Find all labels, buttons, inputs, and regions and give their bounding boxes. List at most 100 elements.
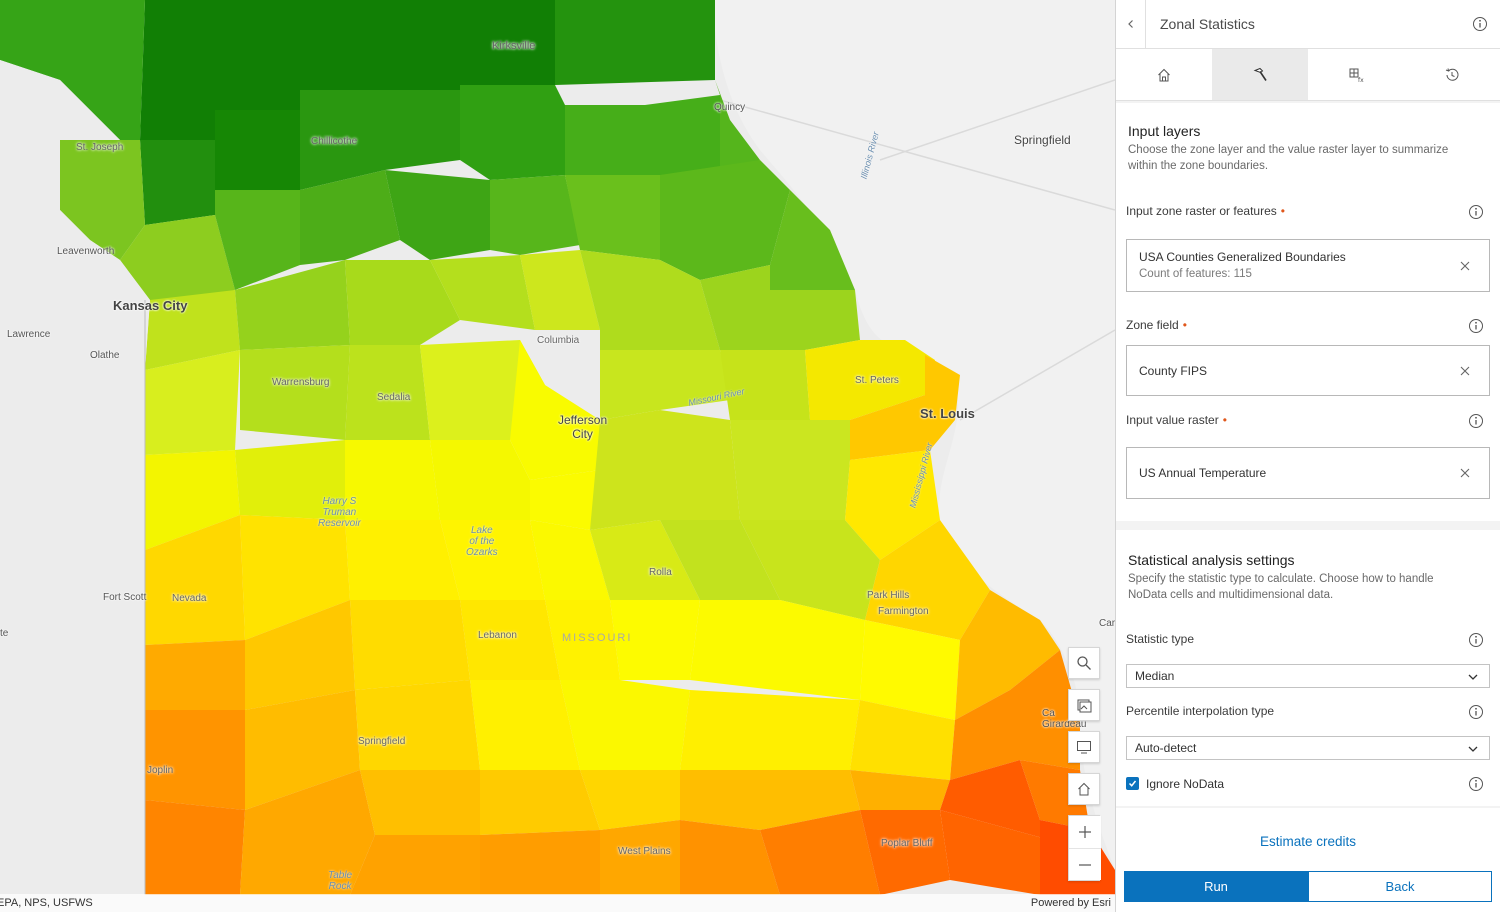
input-layers-description: Choose the zone layer and the value rast… [1128, 144, 1449, 172]
info-icon[interactable] [1468, 632, 1484, 648]
home-button[interactable] [1068, 773, 1100, 805]
basemap-button[interactable] [1068, 689, 1100, 721]
run-button[interactable]: Run [1124, 871, 1308, 902]
chevron-down-icon [1468, 746, 1478, 752]
panel-tabs: fx [1116, 49, 1500, 101]
label-lake-ozarks: Lake of the Ozarks [466, 525, 498, 558]
tab-raster-functions[interactable]: fx [1308, 49, 1404, 100]
label-table-rock: Table Rock [328, 870, 353, 892]
hammer-icon [1253, 67, 1267, 81]
required-indicator: • [1182, 318, 1187, 332]
info-icon[interactable] [1468, 204, 1484, 220]
label-farmington: Farmington [878, 606, 929, 617]
label-kirksville: Kirksville [492, 40, 536, 52]
attribution-sources[interactable]: EPA, NPS, USFWS [0, 897, 93, 909]
zone-input-label-text: Input zone raster or features [1126, 204, 1277, 218]
label-harry-s-truman: Harry S Truman Reservoir [318, 496, 361, 529]
label-rolla: Rolla [649, 567, 672, 578]
label-missouri: MISSOURI [562, 632, 633, 644]
zone-field-label: Zone field • [1126, 318, 1187, 332]
value-raster-label-text: Input value raster [1126, 413, 1219, 427]
percentile-interpolation-value: Auto-detect [1135, 741, 1197, 755]
search-icon [1077, 656, 1091, 670]
info-icon[interactable] [1468, 318, 1484, 334]
percentile-interpolation-label: Percentile interpolation type [1126, 704, 1275, 718]
label-car: Car [1099, 618, 1115, 629]
info-icon[interactable] [1468, 704, 1484, 720]
statistic-type-label: Statistic type [1126, 632, 1195, 646]
input-layers-section: Input layers Choose the zone layer and t… [1116, 103, 1500, 521]
panel-header: Zonal Statistics [1116, 0, 1500, 49]
ignore-nodata-checkbox[interactable] [1126, 777, 1139, 790]
label-st-peters: St. Peters [855, 375, 899, 386]
panel-info-button[interactable] [1460, 16, 1500, 32]
zoom-out-icon [1079, 863, 1091, 866]
label-nevada: Nevada [172, 593, 207, 604]
chevron-down-icon [1468, 674, 1478, 680]
required-indicator: • [1280, 204, 1285, 218]
label-jefferson-city: Jefferson City [558, 413, 608, 441]
choropleth-map[interactable] [0, 0, 1115, 912]
zonal-statistics-panel: Zonal Statistics fx Input layers Choose … [1115, 0, 1500, 912]
tab-tools[interactable] [1212, 49, 1308, 100]
chevron-left-icon [1127, 20, 1133, 28]
input-layers-title: Input layers [1128, 123, 1201, 139]
check-icon [1128, 780, 1137, 787]
label-springfield-il: Springfield [1014, 133, 1071, 147]
fullscreen-button[interactable] [1068, 731, 1100, 763]
tab-home[interactable] [1116, 49, 1212, 100]
zone-input-tile[interactable]: USA Counties Generalized Boundaries Coun… [1126, 239, 1490, 292]
close-icon[interactable] [1459, 260, 1471, 272]
panel-back-button[interactable] [1116, 0, 1146, 49]
label-cape-girardeau: Ca Girardeau [1042, 708, 1087, 730]
label-quincy: Quincy [714, 102, 746, 113]
zone-field-value: County FIPS [1139, 364, 1208, 378]
statistical-settings-section: Statistical analysis settings Specify th… [1116, 530, 1500, 806]
close-icon[interactable] [1459, 365, 1471, 377]
map-view[interactable]: Kirksville Quincy Springfield St. Joseph… [0, 0, 1115, 912]
ignore-nodata-label[interactable]: Ignore NoData [1146, 777, 1225, 791]
history-icon [1445, 67, 1459, 81]
raster-function-icon: fx [1349, 68, 1364, 83]
label-columbia: Columbia [537, 335, 580, 346]
statistic-type-select[interactable]: Median [1126, 664, 1490, 688]
info-icon[interactable] [1468, 413, 1484, 429]
label-olathe: Olathe [90, 350, 120, 361]
label-te: te [0, 628, 9, 639]
value-raster-tile[interactable]: US Annual Temperature [1126, 447, 1490, 499]
map-attribution: EPA, NPS, USFWS Powered by Esri [0, 894, 1115, 912]
zoom-control [1068, 815, 1101, 881]
label-west-plains: West Plains [618, 846, 671, 857]
label-poplar-bluff: Poplar Bluff [881, 838, 933, 849]
label-kansas-city: Kansas City [113, 298, 188, 313]
label-springfield-mo: Springfield [358, 736, 406, 747]
zone-field-label-text: Zone field [1126, 318, 1179, 332]
label-sedalia: Sedalia [377, 392, 411, 403]
zone-input-label: Input zone raster or features • [1126, 204, 1285, 218]
zone-field-tile[interactable]: County FIPS [1126, 345, 1490, 396]
info-icon [1473, 17, 1487, 31]
percentile-interpolation-select[interactable]: Auto-detect [1126, 736, 1490, 760]
required-indicator: • [1222, 413, 1227, 427]
label-joplin: Joplin [147, 765, 174, 776]
label-fort-scott: Fort Scott [103, 592, 147, 603]
tab-history[interactable] [1404, 49, 1500, 100]
attribution-powered-by[interactable]: Powered by Esri [1030, 897, 1111, 909]
statistical-settings-title: Statistical analysis settings [1128, 552, 1295, 568]
zoom-in-button[interactable] [1069, 816, 1101, 848]
close-icon[interactable] [1459, 467, 1471, 479]
statistic-type-value: Median [1135, 669, 1175, 683]
info-icon[interactable] [1468, 776, 1484, 792]
panel-title: Zonal Statistics [1160, 16, 1255, 32]
value-raster-label: Input value raster • [1126, 413, 1227, 427]
label-park-hills: Park Hills [867, 590, 910, 601]
estimate-credits-link[interactable]: Estimate credits [1259, 834, 1357, 849]
label-warrensburg: Warrensburg [272, 377, 330, 388]
zone-input-value: USA Counties Generalized Boundaries [1139, 250, 1346, 264]
zoom-out-button[interactable] [1069, 848, 1101, 880]
back-button[interactable]: Back [1308, 871, 1492, 902]
search-button[interactable] [1068, 647, 1100, 679]
map-tools [1068, 647, 1101, 881]
home-icon [1158, 68, 1170, 81]
label-st-louis: St. Louis [920, 406, 975, 421]
